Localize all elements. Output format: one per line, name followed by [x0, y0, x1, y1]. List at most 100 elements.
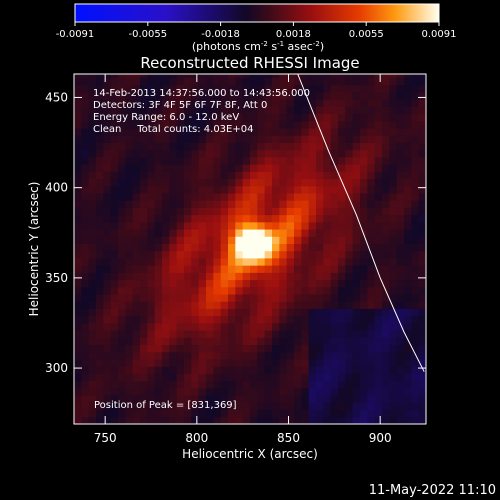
heatmap-cell	[191, 265, 200, 273]
heatmap-cell	[389, 286, 398, 295]
heatmap-cell	[389, 128, 398, 136]
heatmap-cell	[294, 402, 302, 410]
heatmap-cell	[286, 380, 295, 389]
heatmap-cell	[118, 330, 126, 338]
heatmap-cell	[374, 106, 383, 115]
heatmap-cell	[81, 308, 90, 317]
heatmap-cell	[184, 120, 192, 129]
heatmap-cell	[382, 243, 390, 252]
heatmap-cell	[220, 402, 229, 410]
heatmap-cell	[272, 185, 280, 194]
heatmap-cell	[374, 359, 383, 367]
heatmap-cell	[110, 178, 119, 187]
heatmap-cell	[396, 214, 405, 223]
heatmap-cell	[345, 286, 354, 295]
heatmap-cell	[118, 387, 126, 396]
heatmap-cell	[272, 294, 280, 302]
heatmap-cell	[418, 229, 426, 237]
heatmap-cell	[103, 265, 112, 273]
heatmap-cell	[316, 77, 324, 86]
heatmap-cell	[132, 164, 141, 172]
heatmap-cell	[81, 279, 90, 288]
heatmap-cell	[272, 164, 280, 172]
heatmap-cell	[74, 258, 82, 266]
heatmap-cell	[389, 149, 398, 158]
heatmap-cell	[74, 142, 82, 151]
heatmap-cell	[206, 402, 214, 410]
heatmap-cell	[132, 207, 141, 216]
heatmap-cell	[147, 178, 156, 187]
heatmap-cell	[323, 164, 332, 172]
heatmap-cell	[74, 77, 82, 86]
heatmap-cell	[323, 265, 332, 273]
heatmap-cell	[374, 221, 383, 230]
heatmap-cell	[374, 171, 383, 180]
heatmap-cell	[316, 207, 324, 216]
heatmap-cell	[88, 286, 97, 295]
heatmap-cell	[294, 366, 302, 374]
heatmap-cell	[272, 200, 280, 208]
heatmap-cell	[272, 315, 280, 324]
heatmap-cell	[396, 178, 405, 187]
heatmap-cell	[147, 171, 156, 180]
heatmap-cell	[345, 294, 354, 302]
heatmap-cell	[118, 99, 126, 107]
heatmap-cell	[345, 214, 354, 223]
heatmap-cell	[308, 178, 317, 187]
heatmap-cell	[110, 272, 119, 281]
heatmap-cell	[125, 77, 134, 86]
heatmap-cell	[132, 351, 141, 360]
heatmap-cell	[74, 171, 82, 180]
heatmap-cell	[74, 344, 82, 353]
heatmap-cell	[228, 279, 236, 288]
heatmap-cell	[88, 120, 97, 129]
heatmap-cell	[191, 142, 200, 151]
heatmap-cell	[140, 92, 148, 100]
heatmap-cell	[191, 308, 200, 317]
heatmap-cell	[301, 221, 310, 230]
heatmap-cell	[323, 351, 332, 360]
heatmap-cell	[191, 120, 200, 129]
heatmap-cell	[345, 301, 354, 309]
heatmap-cell	[264, 99, 273, 107]
heatmap-cell	[360, 229, 368, 237]
x-tick-label: 800	[185, 431, 208, 445]
heatmap-cell	[242, 84, 251, 93]
heatmap-cell	[272, 221, 280, 230]
heatmap-cell	[301, 308, 310, 317]
heatmap-cell	[147, 120, 156, 129]
heatmap-cell	[352, 315, 361, 324]
heatmap-cell	[404, 409, 412, 418]
heatmap-cell	[162, 193, 170, 201]
heatmap-cell	[374, 178, 383, 187]
heatmap-cell	[125, 92, 134, 100]
heatmap-cell	[250, 409, 258, 418]
heatmap-cell	[162, 330, 170, 338]
heatmap-cell	[272, 301, 280, 309]
heatmap-cell	[352, 214, 361, 223]
heatmap-cell	[294, 200, 302, 208]
heatmap-cell	[411, 250, 420, 259]
heatmap-cell	[294, 135, 302, 143]
heatmap-cell	[132, 359, 141, 367]
heatmap-cell	[257, 366, 266, 374]
heatmap-cell	[110, 200, 119, 208]
heatmap-cell	[74, 92, 82, 100]
heatmap-cell	[162, 409, 170, 418]
heatmap-cell	[88, 344, 97, 353]
heatmap-cell	[316, 200, 324, 208]
heatmap-cell	[74, 294, 82, 302]
heatmap-cell	[264, 207, 273, 216]
heatmap-cell	[103, 185, 112, 194]
heatmap-cell	[294, 330, 302, 338]
heatmap-cell	[191, 402, 200, 410]
heatmap-cell	[235, 272, 244, 281]
heatmap-cell	[396, 344, 405, 353]
heatmap-cell	[418, 84, 426, 93]
heatmap-cell	[330, 193, 339, 201]
heatmap-cell	[411, 84, 420, 93]
heatmap-cell	[264, 294, 273, 302]
heatmap-cell	[88, 236, 97, 244]
heatmap-cell	[345, 236, 354, 244]
heatmap-cell	[213, 113, 222, 122]
